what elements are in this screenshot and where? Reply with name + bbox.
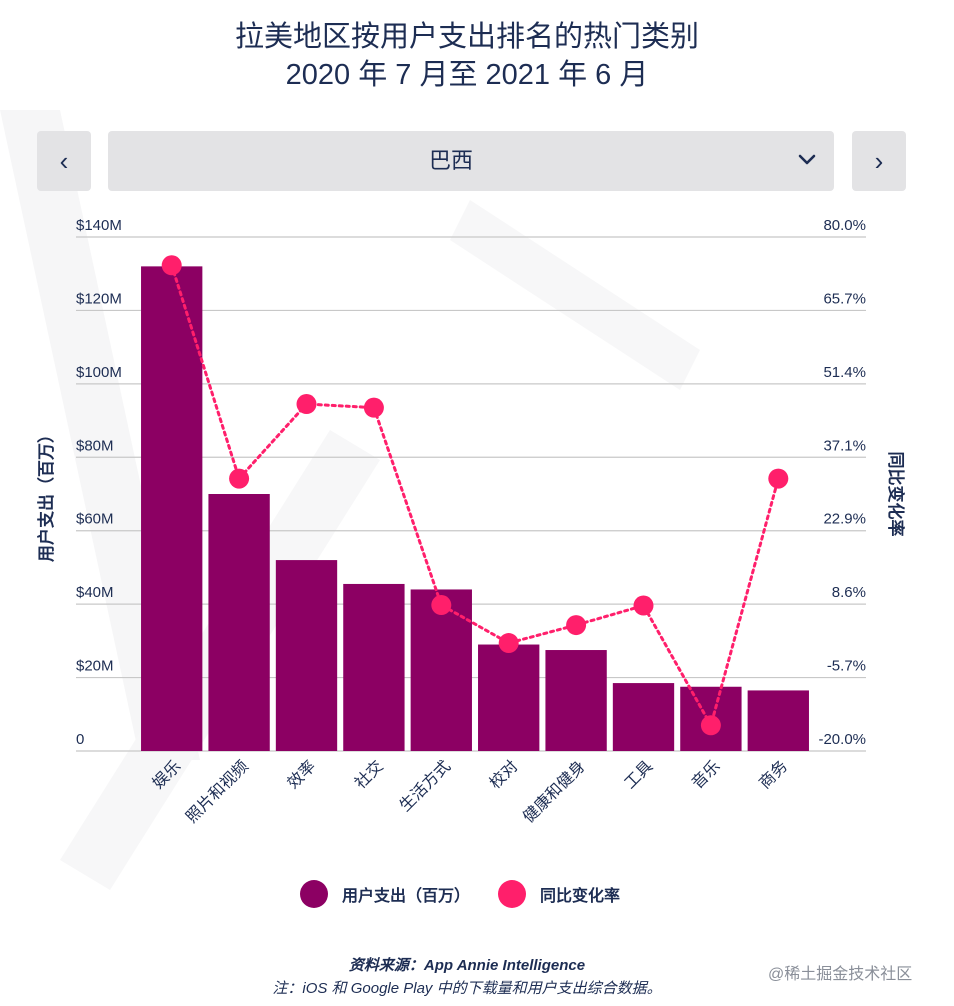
selected-country: 巴西 bbox=[428, 148, 473, 173]
yoy-point bbox=[768, 468, 789, 489]
chevron-left-icon: ‹ bbox=[59, 145, 69, 176]
right-tick-label: 80.0% bbox=[823, 217, 866, 234]
bar bbox=[612, 683, 675, 751]
chevron-right-icon: › bbox=[874, 145, 884, 176]
category-label: 娱乐 bbox=[149, 757, 184, 792]
category-label: 校对 bbox=[486, 757, 521, 792]
left-tick-label: $120M bbox=[76, 290, 122, 307]
category-label: 社交 bbox=[351, 757, 386, 792]
next-button[interactable]: › bbox=[852, 131, 906, 191]
right-tick-label: 8.6% bbox=[832, 584, 866, 601]
legend-label-spend: 用户支出（百万） bbox=[342, 888, 471, 905]
right-tick-label: -20.0% bbox=[818, 731, 866, 748]
left-tick-label: $60M bbox=[76, 511, 114, 528]
category-label: 工具 bbox=[622, 758, 657, 793]
left-tick-label: 0 bbox=[76, 731, 84, 748]
bar bbox=[141, 266, 203, 751]
yoy-point bbox=[566, 615, 587, 636]
left-tick-label: $40M bbox=[76, 584, 114, 601]
category-label: 生活方式 bbox=[396, 757, 454, 815]
right-tick-label: 37.1% bbox=[823, 437, 866, 454]
yoy-point bbox=[498, 633, 519, 654]
category-label: 商务 bbox=[756, 757, 791, 792]
category-label: 健康和健身 bbox=[520, 757, 589, 826]
chart-area: 0 -20.0% $20M -5.7% $40M 8.6% $60M 22.9% $80M 37.… bbox=[36, 217, 906, 826]
right-tick-label: -5.7% bbox=[827, 658, 866, 675]
chart-title-line2: 2020 年 7 月至 2021 年 6 月 bbox=[285, 59, 649, 91]
bar bbox=[747, 690, 809, 751]
yoy-point bbox=[296, 394, 317, 415]
bar bbox=[208, 494, 270, 751]
yoy-point bbox=[229, 468, 250, 489]
yoy-point bbox=[431, 595, 452, 616]
right-tick-label: 65.7% bbox=[823, 290, 866, 307]
category-label: 音乐 bbox=[688, 757, 723, 792]
category-label: 效率 bbox=[284, 757, 319, 792]
chevron-down-icon bbox=[798, 154, 816, 165]
right-tick-label: 22.9% bbox=[823, 511, 866, 528]
left-tick-label: $20M bbox=[76, 658, 114, 675]
legend: 用户支出（百万） 同比变化率 bbox=[0, 880, 954, 912]
legend-label-yoy: 同比变化率 bbox=[540, 888, 621, 905]
country-dropdown[interactable]: 巴西 bbox=[108, 131, 834, 191]
chart-title: 拉美地区按用户支出排名的热门类别 2020 年 7 月至 2021 年 6 月 bbox=[0, 18, 934, 94]
bar bbox=[343, 583, 405, 751]
bar bbox=[275, 560, 338, 751]
previous-button[interactable]: ‹ bbox=[37, 131, 91, 191]
left-tick-label: $80M bbox=[76, 437, 114, 454]
yoy-point bbox=[700, 715, 721, 736]
data-note: 注：iOS 和 Google Play 中的下载量和用户支出综合数据。 bbox=[272, 980, 662, 997]
legend-item-spend[interactable]: 用户支出（百万） bbox=[300, 880, 470, 908]
left-tick-label: $140M bbox=[76, 217, 122, 234]
category-label: 照片和视频 bbox=[183, 757, 252, 826]
legend-swatch-spend bbox=[300, 880, 328, 908]
left-tick-label: $100M bbox=[76, 364, 122, 381]
left-axis-title: 用户支出（百万） bbox=[36, 426, 56, 562]
yoy-line bbox=[170, 263, 780, 730]
credit-watermark: @稀土掘金技术社区 bbox=[768, 966, 913, 983]
bar bbox=[545, 650, 607, 751]
legend-item-yoy[interactable]: 同比变化率 bbox=[498, 880, 620, 908]
yoy-point bbox=[363, 397, 384, 418]
chart-title-line1: 拉美地区按用户支出排名的热门类别 bbox=[234, 21, 699, 53]
right-tick-label: 51.4% bbox=[823, 364, 866, 381]
yoy-point bbox=[633, 595, 654, 616]
yoy-point bbox=[161, 255, 182, 276]
bar bbox=[478, 644, 540, 751]
legend-swatch-yoy bbox=[498, 880, 526, 908]
right-axis-title: 同比变化率 bbox=[886, 452, 906, 537]
source-note: 资料来源：App Annie Intelligence bbox=[348, 957, 586, 974]
